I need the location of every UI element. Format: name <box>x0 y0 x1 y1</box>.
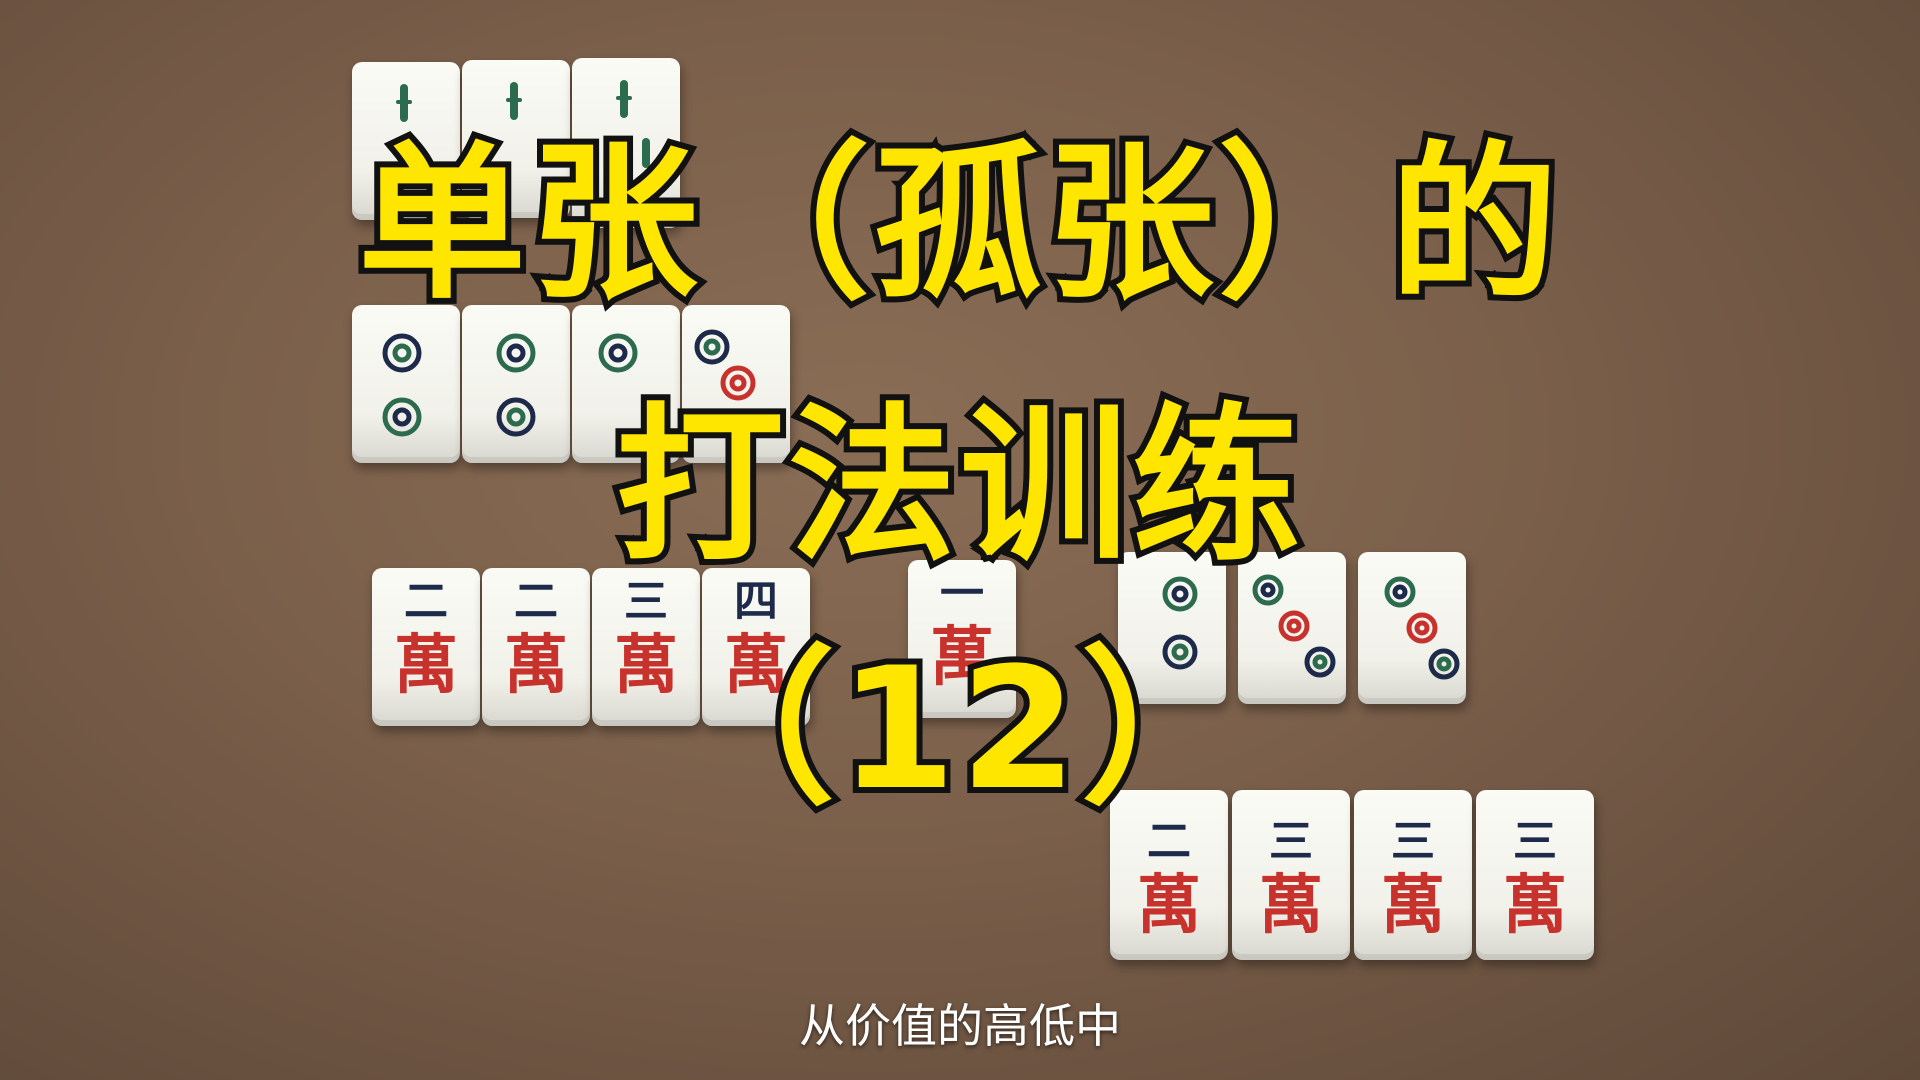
mahjong-tile-wan: 一 萬 <box>908 560 1016 718</box>
mahjong-tile-bamboo <box>462 60 570 218</box>
mahjong-tile-circle <box>682 305 790 463</box>
mahjong-tile-wan: 三 萬 <box>592 568 700 726</box>
title-line-2: 打法训练 <box>610 388 1306 584</box>
mahjong-tile-circle <box>462 305 570 463</box>
mahjong-tile-circle <box>572 305 680 463</box>
mahjong-tile-circle <box>1358 552 1466 704</box>
mahjong-tile-wan: 二 萬 <box>482 568 590 726</box>
title-line-1: 单张（孤张）的 <box>352 126 1564 322</box>
mahjong-tile-wan: 三 萬 <box>1476 790 1594 960</box>
mahjong-tile-bamboo <box>352 62 460 220</box>
subtitle-caption: 从价值的高低中 <box>799 999 1121 1053</box>
mahjong-tile-bamboo <box>572 58 680 228</box>
mahjong-tile-circle <box>1118 552 1226 704</box>
mahjong-tile-wan: 三 萬 <box>1354 790 1472 960</box>
mahjong-tile-circle <box>1238 552 1346 704</box>
mahjong-tile-wan: 四 萬 <box>702 568 810 726</box>
mahjong-tile-wan: 二 萬 <box>1110 790 1228 960</box>
mahjong-tile-wan: 二 萬 <box>372 568 480 726</box>
mahjong-tile-wan: 三 萬 <box>1232 790 1350 960</box>
title-line-3: （12） <box>661 631 1255 827</box>
mahjong-tile-circle <box>352 305 460 463</box>
